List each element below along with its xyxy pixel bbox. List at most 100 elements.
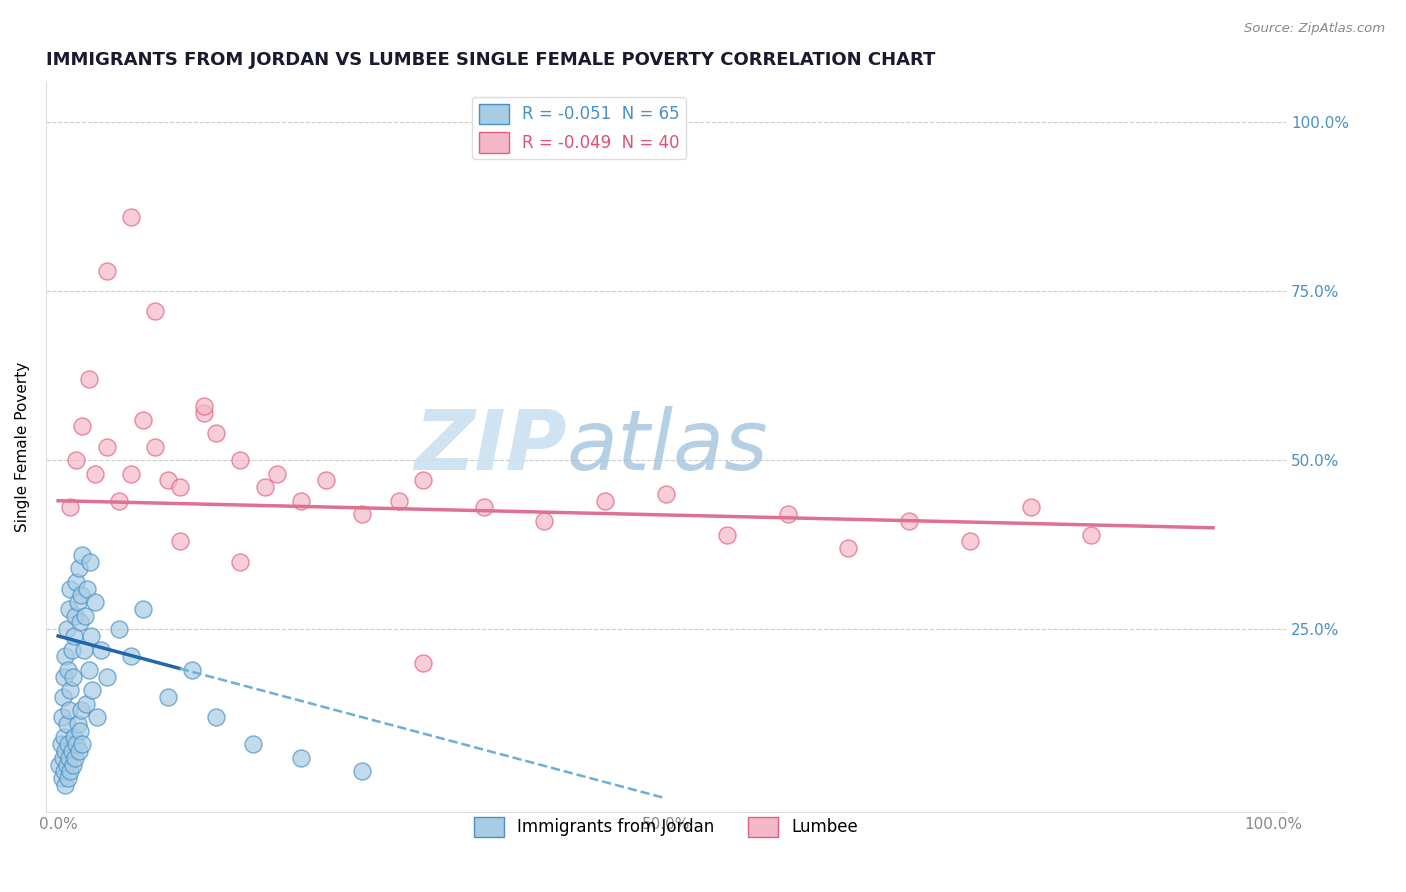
Point bbox=[53, 764, 76, 779]
Point bbox=[120, 649, 142, 664]
Point bbox=[51, 771, 73, 785]
Text: Source: ZipAtlas.com: Source: ZipAtlas.com bbox=[1244, 22, 1385, 36]
Point bbox=[77, 663, 100, 677]
Point bbox=[169, 480, 191, 494]
Point bbox=[72, 419, 94, 434]
Point bbox=[205, 710, 228, 724]
Point bbox=[352, 508, 374, 522]
Text: IMMIGRANTS FROM JORDAN VS LUMBEE SINGLE FEMALE POVERTY CORRELATION CHART: IMMIGRANTS FROM JORDAN VS LUMBEE SINGLE … bbox=[46, 51, 935, 69]
Point bbox=[180, 663, 202, 677]
Point bbox=[48, 757, 70, 772]
Point bbox=[132, 412, 155, 426]
Y-axis label: Single Female Poverty: Single Female Poverty bbox=[15, 361, 30, 532]
Point bbox=[86, 710, 108, 724]
Point bbox=[108, 622, 131, 636]
Point bbox=[83, 595, 105, 609]
Point bbox=[70, 703, 93, 717]
Point bbox=[52, 751, 75, 765]
Point bbox=[55, 717, 77, 731]
Point bbox=[205, 426, 228, 441]
Point bbox=[96, 670, 118, 684]
Point bbox=[290, 751, 312, 765]
Point bbox=[96, 440, 118, 454]
Point bbox=[120, 467, 142, 481]
Point bbox=[82, 683, 104, 698]
Point bbox=[716, 527, 738, 541]
Point bbox=[156, 690, 179, 704]
Point bbox=[315, 474, 337, 488]
Legend: Immigrants from Jordan, Lumbee: Immigrants from Jordan, Lumbee bbox=[467, 810, 865, 844]
Point bbox=[76, 582, 98, 596]
Text: ZIP: ZIP bbox=[415, 406, 567, 487]
Point bbox=[67, 744, 90, 758]
Point bbox=[90, 642, 112, 657]
Point bbox=[51, 710, 73, 724]
Point bbox=[65, 453, 87, 467]
Point bbox=[352, 764, 374, 779]
Point bbox=[242, 737, 264, 751]
Point bbox=[156, 474, 179, 488]
Point bbox=[67, 561, 90, 575]
Point bbox=[59, 582, 82, 596]
Point bbox=[58, 602, 80, 616]
Point bbox=[63, 629, 86, 643]
Point bbox=[63, 731, 86, 745]
Point bbox=[229, 453, 252, 467]
Point bbox=[79, 555, 101, 569]
Point bbox=[55, 649, 77, 664]
Point bbox=[412, 474, 434, 488]
Point bbox=[55, 757, 77, 772]
Point bbox=[169, 534, 191, 549]
Point bbox=[145, 440, 167, 454]
Point bbox=[56, 771, 79, 785]
Point bbox=[60, 642, 83, 657]
Point bbox=[63, 751, 86, 765]
Point bbox=[96, 264, 118, 278]
Point bbox=[59, 764, 82, 779]
Point bbox=[72, 548, 94, 562]
Point bbox=[55, 622, 77, 636]
Point bbox=[66, 595, 89, 609]
Point bbox=[72, 737, 94, 751]
Point bbox=[66, 717, 89, 731]
Point bbox=[56, 663, 79, 677]
Point bbox=[73, 642, 96, 657]
Point bbox=[53, 670, 76, 684]
Point bbox=[229, 555, 252, 569]
Point bbox=[290, 493, 312, 508]
Point bbox=[70, 589, 93, 603]
Point bbox=[73, 608, 96, 623]
Point bbox=[60, 744, 83, 758]
Point bbox=[959, 534, 981, 549]
Point bbox=[837, 541, 859, 555]
Point bbox=[253, 480, 276, 494]
Point bbox=[65, 574, 87, 589]
Point bbox=[69, 615, 91, 630]
Point bbox=[193, 406, 215, 420]
Text: atlas: atlas bbox=[567, 406, 769, 487]
Point bbox=[77, 372, 100, 386]
Point bbox=[65, 737, 87, 751]
Point bbox=[80, 629, 103, 643]
Point bbox=[59, 500, 82, 515]
Point bbox=[1080, 527, 1102, 541]
Point bbox=[62, 757, 84, 772]
Point bbox=[898, 514, 921, 528]
Point bbox=[193, 399, 215, 413]
Point bbox=[59, 683, 82, 698]
Point bbox=[533, 514, 555, 528]
Point bbox=[58, 703, 80, 717]
Point bbox=[776, 508, 799, 522]
Point bbox=[56, 737, 79, 751]
Point bbox=[412, 656, 434, 670]
Point bbox=[145, 304, 167, 318]
Point bbox=[63, 608, 86, 623]
Point bbox=[593, 493, 616, 508]
Point bbox=[120, 210, 142, 224]
Point bbox=[83, 467, 105, 481]
Point bbox=[69, 723, 91, 738]
Point bbox=[266, 467, 288, 481]
Point bbox=[58, 751, 80, 765]
Point bbox=[53, 731, 76, 745]
Point bbox=[55, 778, 77, 792]
